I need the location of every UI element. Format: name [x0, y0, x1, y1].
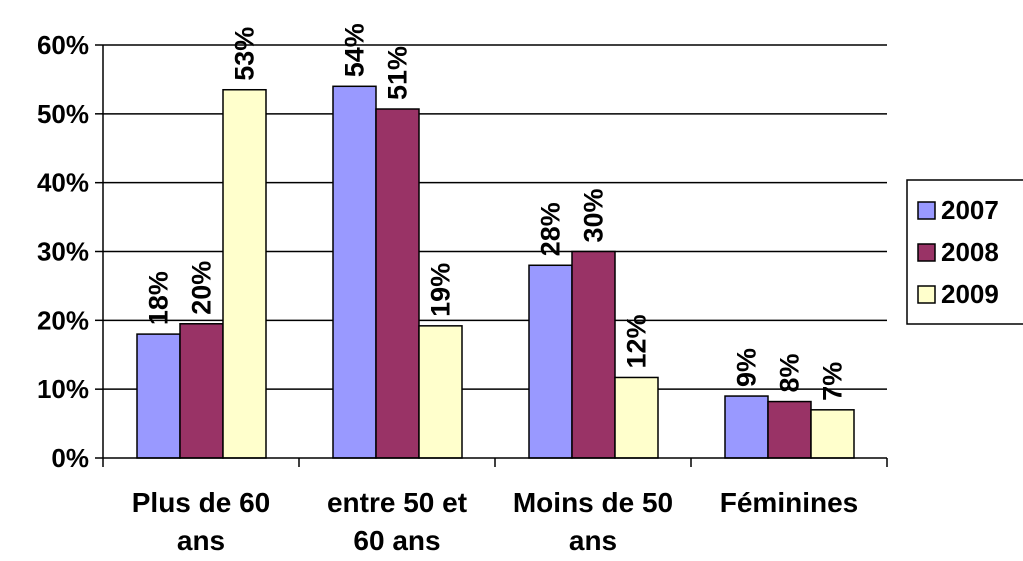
data-label: 51% — [383, 46, 413, 100]
data-label: 30% — [579, 188, 609, 242]
legend-label: 2009 — [941, 279, 999, 309]
bar-2008-3 — [767, 400, 812, 459]
data-label: 12% — [622, 314, 652, 368]
bar-2007-0 — [136, 333, 181, 459]
x-category-label: Féminines — [720, 487, 858, 518]
x-category-label-line2: 60 ans — [353, 525, 440, 556]
legend-swatch-2007 — [917, 201, 936, 220]
x-category-label: Plus de 60 — [132, 487, 271, 518]
bar-2007-1 — [332, 85, 377, 459]
bars — [136, 85, 855, 459]
data-label: 19% — [426, 263, 456, 317]
y-tick-label: 50% — [37, 99, 89, 129]
bar-2008-1 — [375, 108, 420, 459]
bar-2008-2 — [571, 250, 616, 459]
y-tick-label: 10% — [37, 374, 89, 404]
x-category-label-line2: ans — [569, 525, 617, 556]
data-label: 53% — [230, 27, 260, 81]
legend-swatch-2009 — [917, 285, 936, 304]
legend-swatch-2008 — [917, 243, 936, 262]
x-category-labels: Plus de 60 ans entre 50 et 60 ans Moins de 5… — [132, 487, 859, 556]
data-label: 8% — [775, 354, 805, 393]
y-tick-label: 60% — [37, 30, 89, 60]
data-label: 9% — [732, 348, 762, 387]
y-tick-label: 30% — [37, 237, 89, 267]
bar-2008-0 — [179, 323, 224, 459]
legend: 2007 2008 2009 — [906, 179, 1023, 325]
legend-label: 2008 — [941, 237, 999, 267]
data-labels: 18% 20% 53% 54% 51% 19% 28% 30% 12% 9% 8% 7% — [144, 23, 848, 401]
y-tick-label: 0% — [51, 443, 89, 473]
data-label: 54% — [340, 23, 370, 77]
x-category-label: Moins de 50 — [513, 487, 673, 518]
bar-2007-2 — [528, 264, 573, 459]
x-category-label: entre 50 et — [327, 487, 467, 518]
data-label: 18% — [144, 271, 174, 325]
y-tick-label: 20% — [37, 305, 89, 335]
data-label: 7% — [818, 362, 848, 401]
legend-label: 2007 — [941, 195, 999, 225]
bar-2009-1 — [418, 325, 463, 459]
data-label: 20% — [187, 261, 217, 315]
data-label: 28% — [536, 202, 566, 256]
bar-2009-3 — [810, 409, 855, 459]
x-category-label-line2: ans — [177, 525, 225, 556]
bar-2007-3 — [724, 395, 769, 459]
y-tick-label: 40% — [37, 168, 89, 198]
axes — [95, 44, 888, 467]
bar-2009-2 — [614, 376, 659, 459]
bar-2009-0 — [222, 88, 267, 459]
y-tick-labels: 0% 10% 20% 30% 40% 50% 60% — [37, 30, 89, 473]
